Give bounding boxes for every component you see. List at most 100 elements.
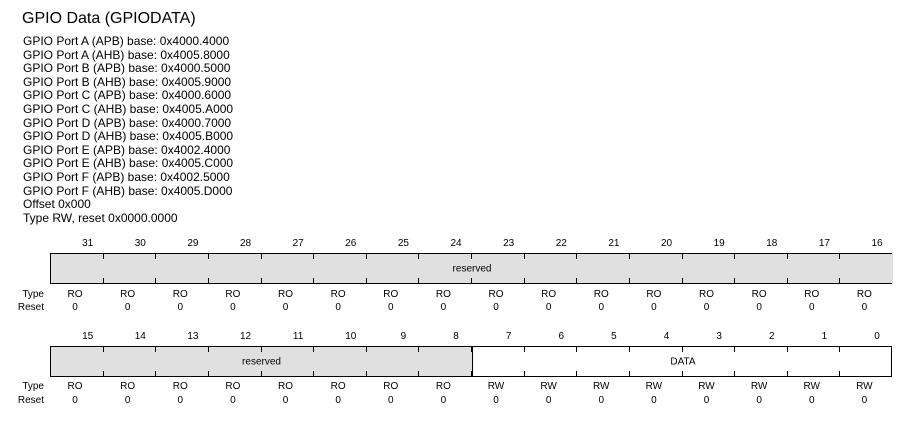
bit-reset-value: 0 — [545, 395, 552, 406]
bit-type-value: RO — [751, 289, 767, 300]
info-line: GPIO Port A (AHB) base: 0x4005.8000 — [23, 47, 230, 62]
reset-row-label: Reset — [17, 302, 44, 313]
bit-number: 2 — [768, 331, 775, 342]
bit-tick-bottom — [523, 278, 525, 283]
bit-reset-value: 0 — [598, 395, 605, 406]
bit-tick-top — [313, 347, 315, 352]
bit-type-value: RO — [278, 381, 293, 392]
info-line: GPIO Port C (APB) base: 0x4000.6000 — [23, 88, 232, 103]
bit-type-value: RO — [488, 289, 504, 300]
bit-tick-bottom — [839, 278, 841, 283]
bit-type-value: RO — [330, 289, 346, 300]
info-line: GPIO Port F (APB) base: 0x4002.5000 — [23, 169, 230, 184]
data-field: DATA — [472, 347, 893, 376]
bit-number: 19 — [713, 238, 725, 249]
bit-number: 12 — [239, 331, 252, 342]
bit-reset-value: 0 — [282, 395, 289, 406]
bit-tick-top — [628, 347, 630, 352]
bit-tick-top — [839, 347, 841, 352]
bit-reset-value: 0 — [440, 395, 447, 406]
type-row-label: Type — [22, 289, 44, 300]
bit-tick-bottom — [628, 371, 630, 376]
bit-tick-top — [523, 254, 525, 259]
bit-number: 30 — [134, 238, 146, 249]
bit-type-value: RO — [120, 381, 136, 392]
bit-number: 6 — [558, 331, 565, 342]
bit-tick-bottom — [681, 278, 683, 283]
info-line: GPIO Port A (APB) base: 0x4000.4000 — [23, 34, 230, 48]
bit-type-value: RO — [278, 289, 293, 300]
bit-tick-top — [102, 347, 104, 352]
bit-number: 14 — [134, 331, 146, 342]
info-line: GPIO Port E (APB) base: 0x4002.4000 — [23, 142, 231, 157]
bit-type-value: RO — [225, 289, 241, 300]
bit-tick-top — [471, 254, 472, 259]
bit-type-value: RO — [646, 289, 662, 300]
bit-tick-top — [839, 254, 841, 259]
bit-tick-top — [260, 347, 262, 352]
bit-tick-bottom — [734, 371, 736, 376]
bit-tick-bottom — [260, 371, 262, 376]
bit-number: 20 — [660, 238, 673, 249]
bit-tick-bottom — [839, 371, 841, 376]
bit-tick-top — [418, 254, 420, 259]
bit-type-value: RO — [856, 289, 872, 300]
bit-tick-top — [628, 254, 630, 259]
field-label: reserved — [242, 356, 281, 367]
bit-reset-value: 0 — [808, 302, 815, 313]
bit-reset-value: 0 — [756, 395, 762, 406]
bit-tick-bottom — [155, 371, 157, 376]
bit-reset-value: 0 — [651, 302, 657, 313]
info-line: GPIO Port B (AHB) base: 0x4005.9000 — [23, 74, 232, 89]
info-line: GPIO Port C (AHB) base: 0x4005.A000 — [23, 101, 234, 116]
bit-tick-bottom — [155, 278, 157, 283]
bit-number: 16 — [871, 238, 883, 249]
bit-type-value: RO — [435, 289, 451, 300]
bit-type-value: RO — [804, 289, 820, 300]
bit-number: 25 — [397, 238, 409, 249]
bit-type-value: RW — [540, 381, 557, 392]
bit-tick-top — [313, 254, 315, 259]
bit-tick-top — [681, 254, 683, 259]
bit-reset-value: 0 — [72, 395, 78, 406]
bit-reset-value: 0 — [861, 395, 868, 406]
bit-reset-value: 0 — [124, 302, 131, 313]
bit-reset-value: 0 — [703, 302, 710, 313]
reserved-field: reserved — [51, 347, 472, 376]
bit-number: 7 — [505, 331, 512, 342]
bit-type-value: RW — [803, 381, 820, 392]
bit-type-value: RO — [330, 381, 346, 392]
field-label: DATA — [670, 356, 696, 367]
bit-tick-bottom — [313, 278, 315, 283]
bit-reset-value: 0 — [124, 395, 131, 406]
bit-tick-bottom — [365, 371, 367, 376]
bit-reset-value: 0 — [230, 395, 236, 406]
bit-number: 5 — [611, 331, 617, 342]
bit-number: 10 — [345, 331, 357, 342]
info-line: Type RW, reset 0x0000.0000 — [23, 210, 178, 225]
bit-number: 3 — [716, 331, 722, 342]
bit-tick-bottom — [418, 371, 420, 376]
bit-tick-bottom — [102, 371, 104, 376]
bit-reset-value: 0 — [387, 302, 394, 313]
reserved-field: reserved — [51, 254, 893, 283]
bit-reset-value: 0 — [493, 395, 499, 406]
bit-type-value: RO — [120, 289, 136, 300]
bit-tick-top — [207, 254, 209, 259]
type-row-label: Type — [22, 381, 44, 392]
bit-number: 13 — [187, 331, 199, 342]
bit-tick-bottom — [523, 371, 525, 376]
bit-tick-bottom — [734, 278, 736, 283]
bit-type-value: RO — [541, 289, 557, 300]
bit-reset-value: 0 — [282, 302, 289, 313]
bit-reset-value: 0 — [598, 302, 605, 313]
bit-tick-bottom — [207, 371, 209, 376]
bit-number: 27 — [292, 238, 304, 249]
bit-tick-bottom — [471, 278, 472, 283]
bit-reset-value: 0 — [177, 395, 184, 406]
bit-tick-top — [418, 347, 420, 352]
bit-type-value: RO — [172, 289, 188, 300]
bit-tick-top — [365, 254, 367, 259]
bit-tick-bottom — [786, 278, 788, 283]
bit-tick-top — [102, 254, 104, 259]
